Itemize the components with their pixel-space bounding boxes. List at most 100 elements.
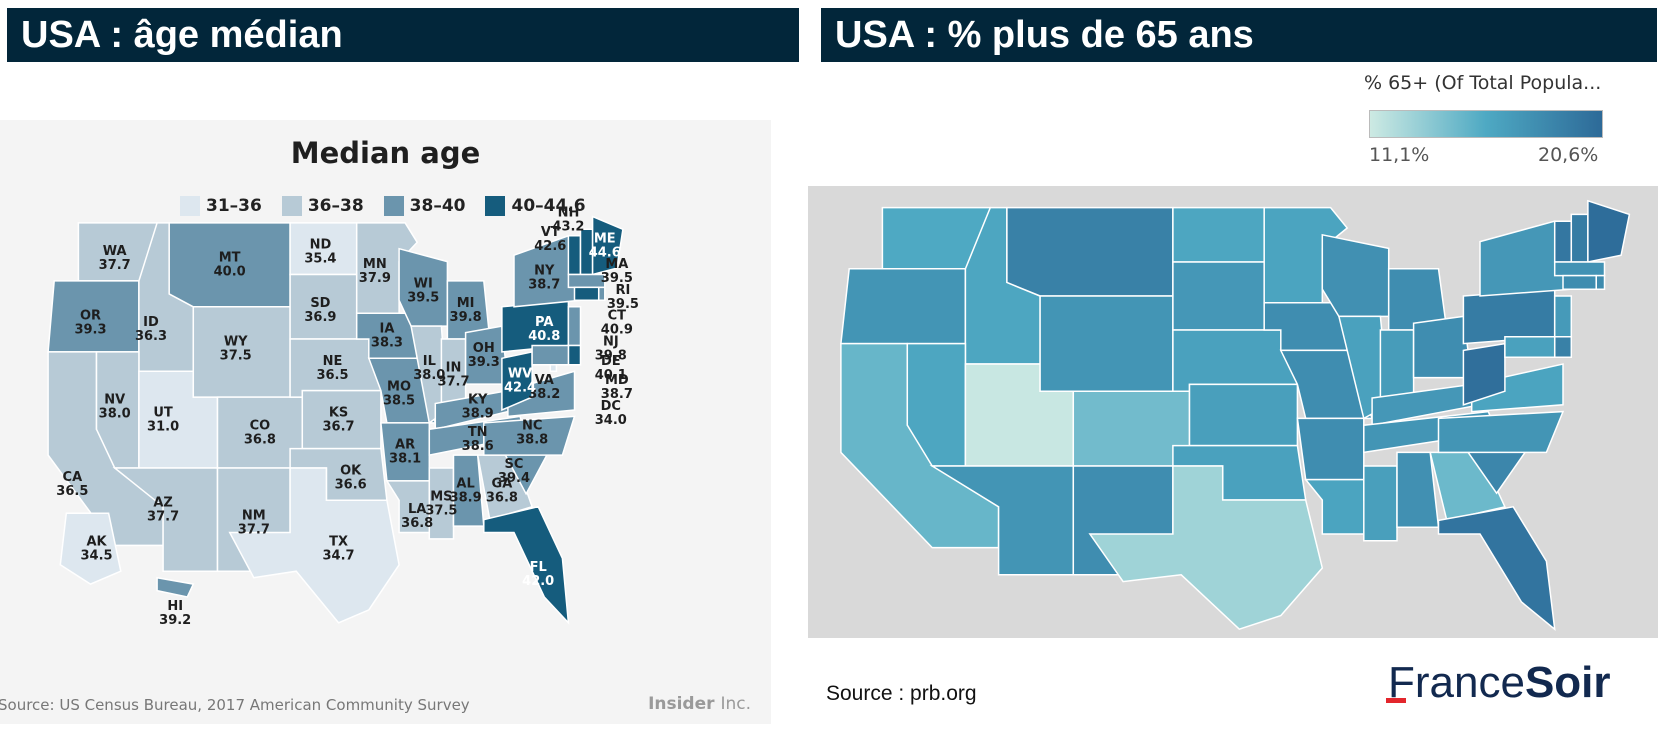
state-co bbox=[1072, 390, 1191, 467]
state-label-abbr: NE bbox=[323, 354, 343, 369]
state-label-value: 39.3 bbox=[468, 355, 500, 370]
state-label-value: 37.7 bbox=[238, 523, 270, 538]
state-me bbox=[591, 215, 624, 276]
state-label-value: 39.8 bbox=[450, 310, 482, 325]
state-fl bbox=[483, 505, 570, 625]
state-label-abbr: MT bbox=[219, 251, 241, 266]
state-label-value: 42.4 bbox=[504, 381, 536, 396]
state-label-value: 40.9 bbox=[601, 323, 633, 338]
state-label-abbr: NJ bbox=[603, 334, 619, 349]
legend-swatch bbox=[485, 196, 506, 216]
state-label-abbr: UT bbox=[153, 405, 173, 420]
state-label-abbr: MA bbox=[605, 257, 628, 272]
state-ma bbox=[1553, 261, 1606, 277]
state-label-value: 39.5 bbox=[407, 290, 439, 305]
state-label-value: 39.3 bbox=[74, 323, 106, 338]
state-label-abbr: OH bbox=[473, 341, 495, 356]
state-wv bbox=[1462, 342, 1506, 406]
state-in bbox=[1379, 329, 1415, 399]
state-label-value: 38.2 bbox=[528, 387, 560, 402]
state-label-value: 36.8 bbox=[401, 516, 433, 531]
legend-swatch bbox=[281, 196, 302, 216]
state-sd bbox=[1172, 261, 1265, 331]
state-label-abbr: OR bbox=[80, 309, 101, 324]
state-label-value: 38.6 bbox=[462, 439, 494, 454]
state-label-abbr: WY bbox=[224, 334, 248, 349]
state-label-value: 38.1 bbox=[389, 452, 421, 467]
state-label-value: 36.5 bbox=[316, 368, 348, 383]
state-label-abbr: OK bbox=[340, 463, 362, 478]
state-label-abbr: WA bbox=[103, 244, 127, 259]
state-label-abbr: RI bbox=[615, 283, 630, 298]
state-label-abbr: PA bbox=[535, 315, 553, 330]
state-vt bbox=[567, 235, 582, 276]
state-label-value: 43.2 bbox=[552, 219, 584, 234]
state-label-value: 38.9 bbox=[462, 407, 494, 422]
state-label-abbr: IA bbox=[379, 322, 394, 337]
state-label-abbr: SD bbox=[310, 296, 330, 311]
state-label-abbr: CT bbox=[608, 309, 627, 324]
state-label-value: 36.3 bbox=[135, 329, 167, 344]
legend-item-31-36: 31–36 bbox=[180, 196, 262, 216]
state-ar bbox=[1296, 417, 1365, 481]
state-label-value: 39.5 bbox=[607, 297, 639, 312]
state-wy bbox=[1039, 295, 1174, 392]
state-label-value: 44.6 bbox=[589, 245, 621, 260]
state-label-abbr: MS bbox=[430, 489, 452, 504]
median-age-legend: 31–36 36–38 38–40 40–44.6 bbox=[180, 196, 586, 216]
state-label-abbr: DE bbox=[601, 354, 621, 369]
state-label-value: 39.4 bbox=[498, 471, 530, 486]
state-label-value: 38.0 bbox=[413, 368, 445, 383]
state-nc bbox=[1437, 410, 1565, 454]
state-ma bbox=[567, 273, 606, 289]
state-tx bbox=[1088, 465, 1324, 631]
state-ct bbox=[1562, 274, 1597, 290]
state-label-abbr: FL bbox=[530, 560, 547, 575]
state-label-abbr: LA bbox=[408, 502, 426, 517]
state-nd bbox=[1172, 206, 1265, 263]
state-label-abbr: NM bbox=[242, 509, 266, 524]
legend-label: 40–44.6 bbox=[511, 196, 586, 216]
state-label-value: 42.6 bbox=[534, 239, 566, 254]
state-label-value: 38.3 bbox=[371, 336, 403, 351]
state-label-value: 40.1 bbox=[595, 368, 627, 383]
state-label-abbr: DC bbox=[601, 399, 621, 414]
state-label-abbr: NH bbox=[558, 205, 580, 220]
state-label-value: 38.9 bbox=[450, 490, 482, 505]
state-label-value: 35.4 bbox=[304, 252, 336, 267]
state-ms bbox=[428, 467, 455, 540]
state-label-value: 34.5 bbox=[81, 548, 113, 563]
state-label-abbr: NY bbox=[534, 264, 555, 279]
state-label-abbr: KS bbox=[329, 405, 348, 420]
gradient-legend-title: % 65+ (Of Total Popula... bbox=[1364, 72, 1602, 94]
banner-over-65: USA : % plus de 65 ans bbox=[821, 8, 1657, 62]
state-md bbox=[1504, 336, 1556, 358]
state-label-abbr: GA bbox=[492, 476, 513, 491]
state-label-abbr: TN bbox=[468, 425, 488, 440]
state-label-abbr: MO bbox=[387, 380, 411, 395]
state-md bbox=[531, 344, 570, 366]
state-label-abbr: AR bbox=[395, 438, 415, 453]
state-ri bbox=[1595, 274, 1606, 290]
state-me bbox=[1587, 199, 1631, 263]
francesoir-logo-part2: Soir bbox=[1524, 658, 1611, 707]
state-label-value: 37.5 bbox=[425, 503, 457, 518]
state-nc bbox=[483, 415, 576, 456]
state-label-value: 38.7 bbox=[601, 387, 633, 402]
over-65-panel: % 65+ (Of Total Popula... 11,1% 20,6% So… bbox=[808, 62, 1665, 732]
state-label-abbr: CO bbox=[250, 418, 271, 433]
state-label-value: 39.5 bbox=[601, 271, 633, 286]
state-label-value: 39.2 bbox=[159, 613, 191, 628]
state-pa bbox=[1462, 288, 1556, 345]
state-label-abbr: SC bbox=[505, 457, 524, 472]
gradient-legend-max: 20,6% bbox=[1538, 144, 1599, 166]
state-tx bbox=[228, 467, 400, 624]
state-ct bbox=[573, 286, 600, 302]
francesoir-logo-dash bbox=[1386, 698, 1406, 703]
gradient-legend-bar bbox=[1369, 110, 1603, 138]
legend-swatch bbox=[383, 196, 404, 216]
median-age-title: Median age bbox=[290, 136, 481, 170]
state-nh bbox=[1570, 213, 1589, 263]
state-nj bbox=[1553, 295, 1573, 338]
state-label-value: 36.9 bbox=[304, 310, 336, 325]
